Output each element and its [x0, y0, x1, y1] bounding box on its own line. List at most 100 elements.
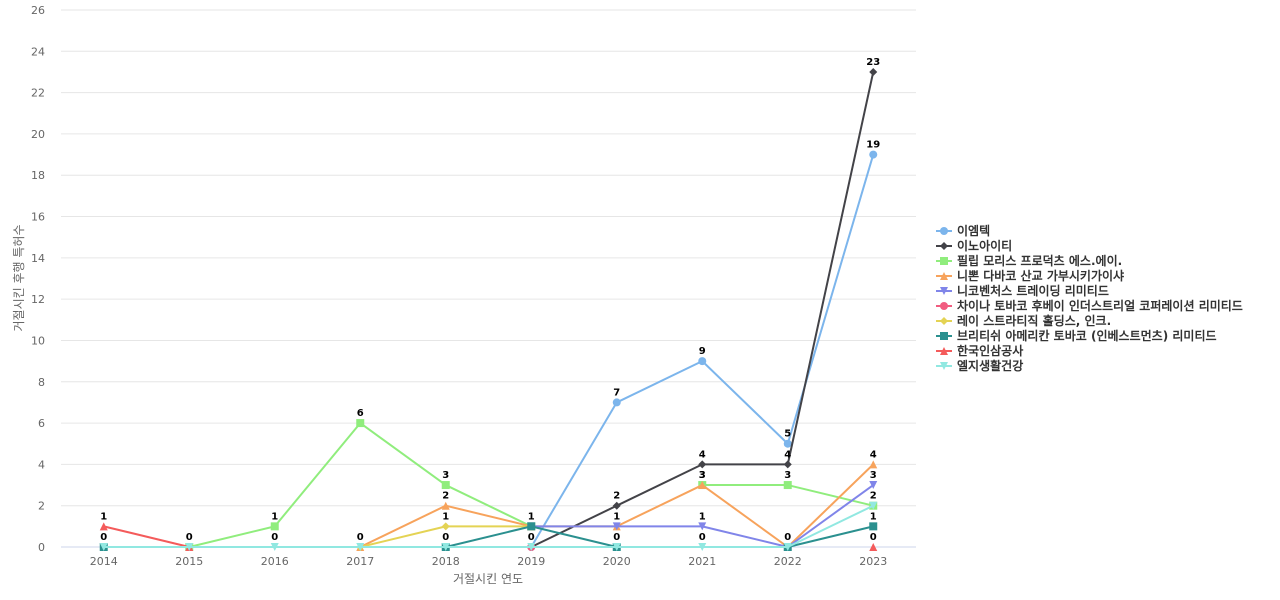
x-tick-label: 2023	[859, 555, 887, 568]
legend-label: 레이 스트라티직 홀딩스, 인크.	[957, 313, 1111, 328]
data-point	[698, 543, 707, 551]
legend-label: 니코벤처스 트레이딩 리미티드	[957, 283, 1109, 298]
data-point	[698, 357, 707, 366]
data-label: 2	[870, 491, 877, 502]
data-label: 7	[613, 387, 620, 398]
data-label: 1	[870, 511, 877, 522]
legend-item[interactable]: 레이 스트라티직 홀딩스, 인크.	[936, 313, 1111, 328]
y-tick-label: 4	[38, 458, 45, 471]
legend-item[interactable]: 차이나 토바코 후베이 인더스트리얼 코퍼레이션 리미티드	[936, 298, 1243, 313]
legend-symbol	[940, 332, 948, 340]
series-layer	[99, 67, 878, 551]
data-point	[869, 522, 878, 531]
legend-symbol	[940, 317, 948, 325]
x-tick-label: 2022	[774, 555, 802, 568]
legend-item[interactable]: 엘지생활건강	[936, 358, 1023, 373]
series-line	[188, 422, 533, 548]
y-tick-label: 6	[38, 417, 45, 430]
legend-item[interactable]: 한국인삼공사	[936, 343, 1023, 358]
x-tick-label: 2021	[688, 555, 716, 568]
x-tick-label: 2017	[346, 555, 374, 568]
data-label: 19	[866, 140, 880, 151]
legend-item[interactable]: 이노아이티	[936, 238, 1012, 253]
data-point	[99, 522, 108, 531]
x-tick-label: 2014	[90, 555, 118, 568]
y-tick-label: 18	[31, 169, 45, 182]
x-tick-label: 2016	[261, 555, 289, 568]
y-axis-title: 거절시킨 후행 특허수	[11, 225, 26, 332]
legend-symbol	[940, 347, 948, 355]
data-label: 0	[699, 532, 706, 543]
data-point	[356, 419, 365, 428]
data-point	[99, 543, 108, 551]
data-point	[869, 481, 878, 490]
data-point	[869, 460, 878, 469]
data-point	[612, 522, 621, 531]
data-point	[612, 543, 621, 551]
data-label: 0	[784, 532, 791, 543]
legend-symbol	[940, 227, 948, 235]
data-label: 1	[528, 511, 535, 522]
data-label: 0	[271, 532, 278, 543]
y-tick-label: 0	[38, 541, 45, 554]
data-point	[441, 501, 450, 510]
legend-label: 이엠텍	[957, 223, 990, 238]
x-tick-label: 2019	[517, 555, 545, 568]
legend-symbol	[940, 272, 948, 280]
y-tick-label: 26	[31, 4, 45, 17]
data-label: 0	[528, 532, 535, 543]
data-label: 0	[186, 532, 193, 543]
data-point	[527, 543, 536, 551]
data-label: 0	[442, 532, 449, 543]
legend-item[interactable]: 니코벤처스 트레이딩 리미티드	[936, 283, 1109, 298]
y-tick-label: 20	[31, 128, 45, 141]
series-9	[99, 522, 878, 551]
data-label: 2	[613, 491, 620, 502]
data-point	[612, 398, 621, 407]
legend-label: 필립 모리스 프로덕츠 에스.에이.	[957, 253, 1122, 268]
data-point	[783, 439, 792, 448]
data-label: 4	[699, 449, 706, 460]
legend-label: 이노아이티	[957, 238, 1012, 253]
data-label: 6	[357, 408, 364, 419]
y-tick-label: 22	[31, 87, 45, 100]
data-label: 23	[866, 57, 880, 68]
data-point	[869, 67, 878, 76]
legend-symbol	[940, 287, 948, 295]
x-tick-label: 2020	[603, 555, 631, 568]
data-label: 1	[100, 511, 107, 522]
legend-item[interactable]: 이엠텍	[936, 223, 990, 238]
data-point	[441, 481, 450, 490]
series-line	[102, 525, 191, 548]
data-label: 2	[442, 491, 449, 502]
data-point	[270, 522, 279, 531]
series-line	[102, 504, 875, 548]
data-label: 0	[613, 532, 620, 543]
data-label: 0	[870, 532, 877, 543]
legend-item[interactable]: 브리티쉬 아메리칸 토바코 (인베스트먼츠) 리미티드	[936, 328, 1217, 343]
data-point	[612, 501, 621, 510]
data-point	[783, 460, 792, 469]
data-label: 3	[784, 470, 791, 481]
data-point	[783, 543, 792, 551]
data-point	[441, 543, 450, 551]
data-label: 3	[699, 470, 706, 481]
legend-label: 차이나 토바코 후베이 인더스트리얼 코퍼레이션 리미티드	[957, 298, 1243, 313]
y-tick-label: 8	[38, 376, 45, 389]
legend-label: 엘지생활건강	[957, 358, 1023, 373]
y-tick-label: 24	[31, 45, 45, 58]
y-tick-label: 12	[31, 293, 45, 306]
data-label: 0	[357, 532, 364, 543]
data-label: 9	[699, 346, 706, 357]
legend-item[interactable]: 니뽄 다바코 산교 가부시키가이샤	[936, 268, 1124, 283]
data-point	[441, 522, 450, 531]
legend-symbol	[940, 302, 948, 310]
data-point	[698, 481, 707, 490]
series-10	[99, 501, 878, 551]
legend-item[interactable]: 필립 모리스 프로덕츠 에스.에이.	[936, 253, 1122, 268]
data-label: 5	[784, 429, 791, 440]
x-tick-label: 2015	[175, 555, 203, 568]
